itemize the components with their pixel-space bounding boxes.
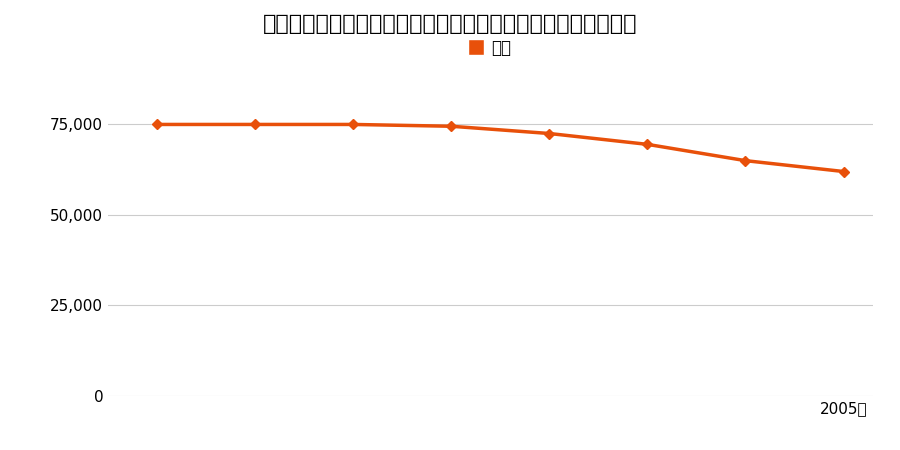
Legend: 価格: 価格 xyxy=(463,33,518,64)
Text: 香川県香川郡香川町大字川東上字末角１９６３番７の地価推移: 香川県香川郡香川町大字川東上字末角１９６３番７の地価推移 xyxy=(263,14,637,33)
